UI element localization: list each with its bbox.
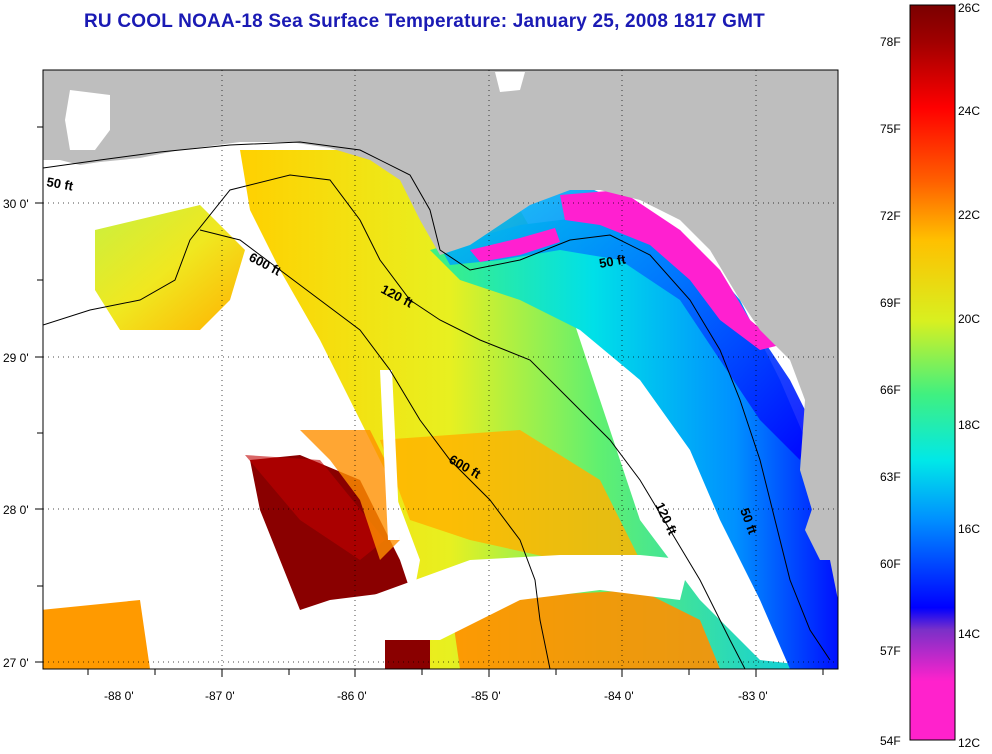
colorbar-f-label: 69F: [880, 296, 901, 310]
lon-tick-label: -87 0': [205, 689, 235, 703]
colorbar-f-label: 60F: [880, 557, 901, 571]
colorbar-c-label: 16C: [958, 522, 980, 536]
colorbar-f-label: 63F: [880, 470, 901, 484]
chart-title: RU COOL NOAA-18 Sea Surface Temperature:…: [84, 11, 765, 32]
lon-tick-label: -84 0': [604, 689, 634, 703]
colorbar-f-label: 78F: [880, 35, 901, 49]
lat-tick-label: 28 0': [3, 503, 29, 517]
lon-tick-label: -85 0': [471, 689, 501, 703]
colorbar-f-label: 72F: [880, 209, 901, 223]
map-frame: [42, 69, 839, 670]
sst-nearshore-cold: [560, 190, 780, 350]
lon-tick-label: -83 0': [738, 689, 768, 703]
lat-tick-label: 30 0': [3, 197, 29, 211]
colorbar-gradient: [909, 4, 956, 741]
axis-ticks: [35, 126, 824, 677]
colorbar-f-label: 75F: [880, 122, 901, 136]
lat-tick-label: 29 0': [3, 351, 29, 365]
sst-central-water: [240, 150, 838, 669]
colorbar-c-label: 22C: [958, 208, 980, 222]
colorbar-c-label: 20C: [958, 312, 980, 326]
contour-label-50ft-west: 50 ft: [45, 174, 75, 194]
colorbar-c-label: 24C: [958, 104, 980, 118]
sst-west-patch: [95, 205, 245, 330]
lon-tick-label: -88 0': [104, 689, 134, 703]
land-area: [43, 70, 838, 600]
colorbar-c-label: 18C: [958, 418, 980, 432]
colorbar-f-label: 54F: [880, 734, 901, 748]
lon-tick-label: -86 0': [337, 689, 367, 703]
colorbar-f-label: 57F: [880, 644, 901, 658]
colorbar-c-label: 12C: [958, 736, 980, 750]
colorbar-c-label: 14C: [958, 627, 980, 641]
colorbar-f-label: 66F: [880, 383, 901, 397]
contour-label-50ft-north: 50 ft: [598, 251, 628, 271]
colorbar-c-label: 26C: [958, 1, 980, 15]
lat-tick-label: 27 0': [3, 656, 29, 670]
